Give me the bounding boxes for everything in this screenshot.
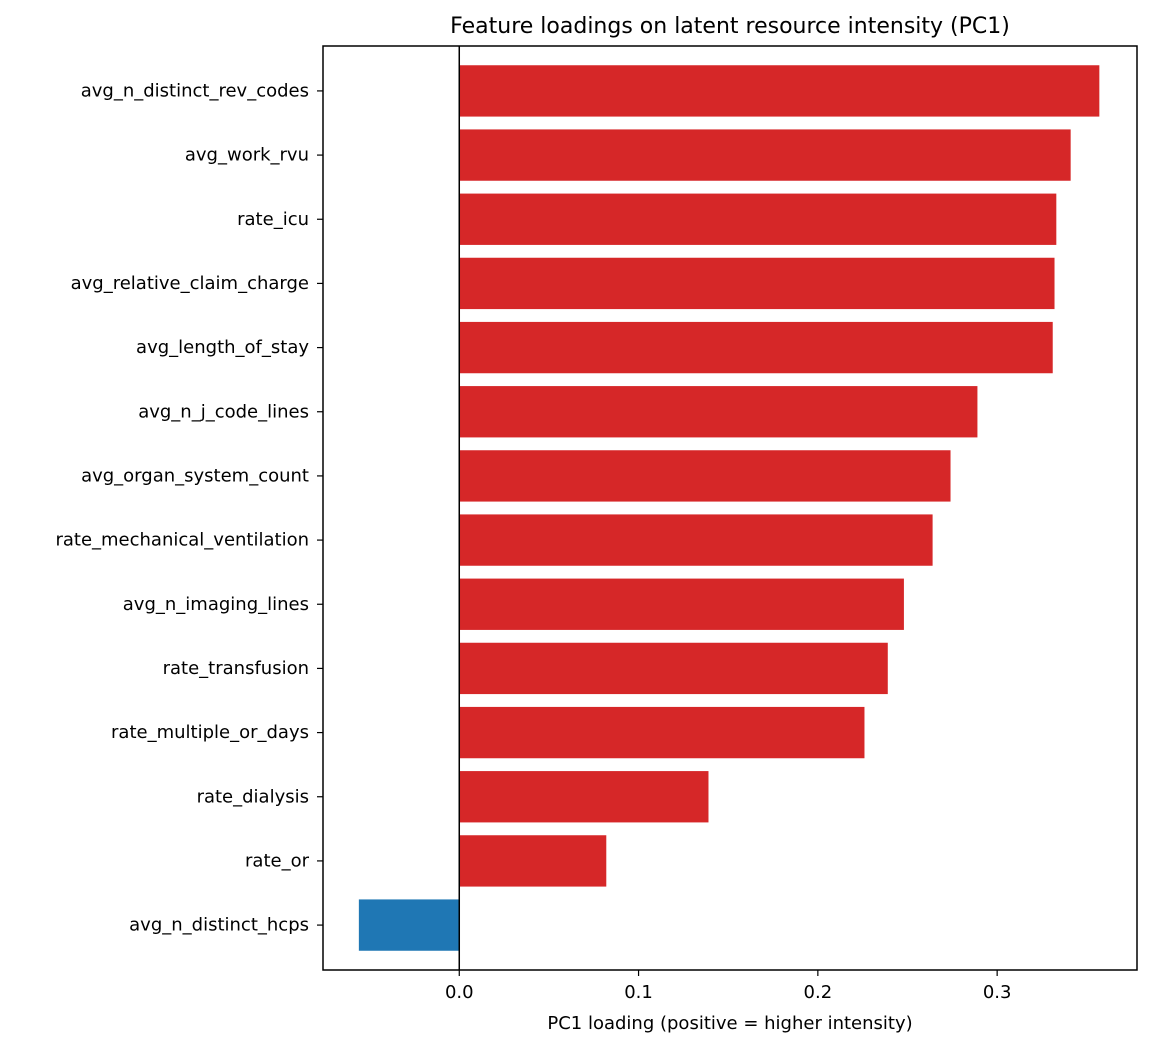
plot-frame [322,45,1138,971]
bar-rate_transfusion [459,642,888,695]
bar-avg_length_of_stay [459,321,1053,374]
bar-rate_or [459,835,607,887]
x-tick-label: 0.3 [983,982,1012,1003]
bar-avg_work_rvu [459,129,1071,181]
x-axis-label: PC1 loading (positive = higher intensity… [547,1013,912,1034]
y-tick-label: avg_relative_claim_charge [71,273,309,294]
x-ticks: 0.0 0.1 0.2 0.3 [445,970,1012,1003]
bar-rate_icu [459,193,1057,245]
bar-avg_n_distinct_rev_codes [459,65,1100,117]
y-tick-label: rate_multiple_or_days [111,722,309,743]
y-tick-label: avg_work_rvu [185,145,309,166]
y-tick-label: avg_organ_system_count [81,465,309,486]
y-tick-label: rate_mechanical_ventilation [55,530,309,551]
y-tick-label: avg_n_distinct_rev_codes [81,80,309,101]
bar-avg_organ_system_count [459,450,951,502]
y-tick-label: avg_n_distinct_hcps [129,915,309,936]
y-tick-labels: avg_n_distinct_rev_codes avg_work_rvurate… [55,80,323,936]
y-tick-label: avg_length_of_stay [136,337,309,358]
bar-avg_relative_claim_charge [459,257,1055,310]
bar-rate_dialysis [459,771,709,823]
x-tick-label: 0.1 [624,982,653,1003]
y-tick-label: rate_transfusion [163,658,309,679]
bar-avg_n_j_code_lines [459,386,978,438]
x-tick-label: 0.0 [445,982,474,1003]
x-tick-label: 0.2 [804,982,833,1003]
chart-title: Feature loadings on latent resource inte… [450,14,1010,39]
y-tick-label: rate_or [245,850,310,871]
y-tick-label: rate_dialysis [197,786,309,807]
y-tick-label: rate_icu [237,209,309,230]
y-tick-label: avg_n_imaging_lines [123,594,309,615]
bar-avg_n_distinct_hcps [358,899,460,951]
bar-avg_n_imaging_lines [459,578,904,630]
bar-rate_mechanical_ventilation [459,514,933,566]
bars-group [358,65,1100,951]
bar-rate_multiple_or_days [459,706,865,759]
y-tick-label: avg_n_j_code_lines [138,401,309,422]
